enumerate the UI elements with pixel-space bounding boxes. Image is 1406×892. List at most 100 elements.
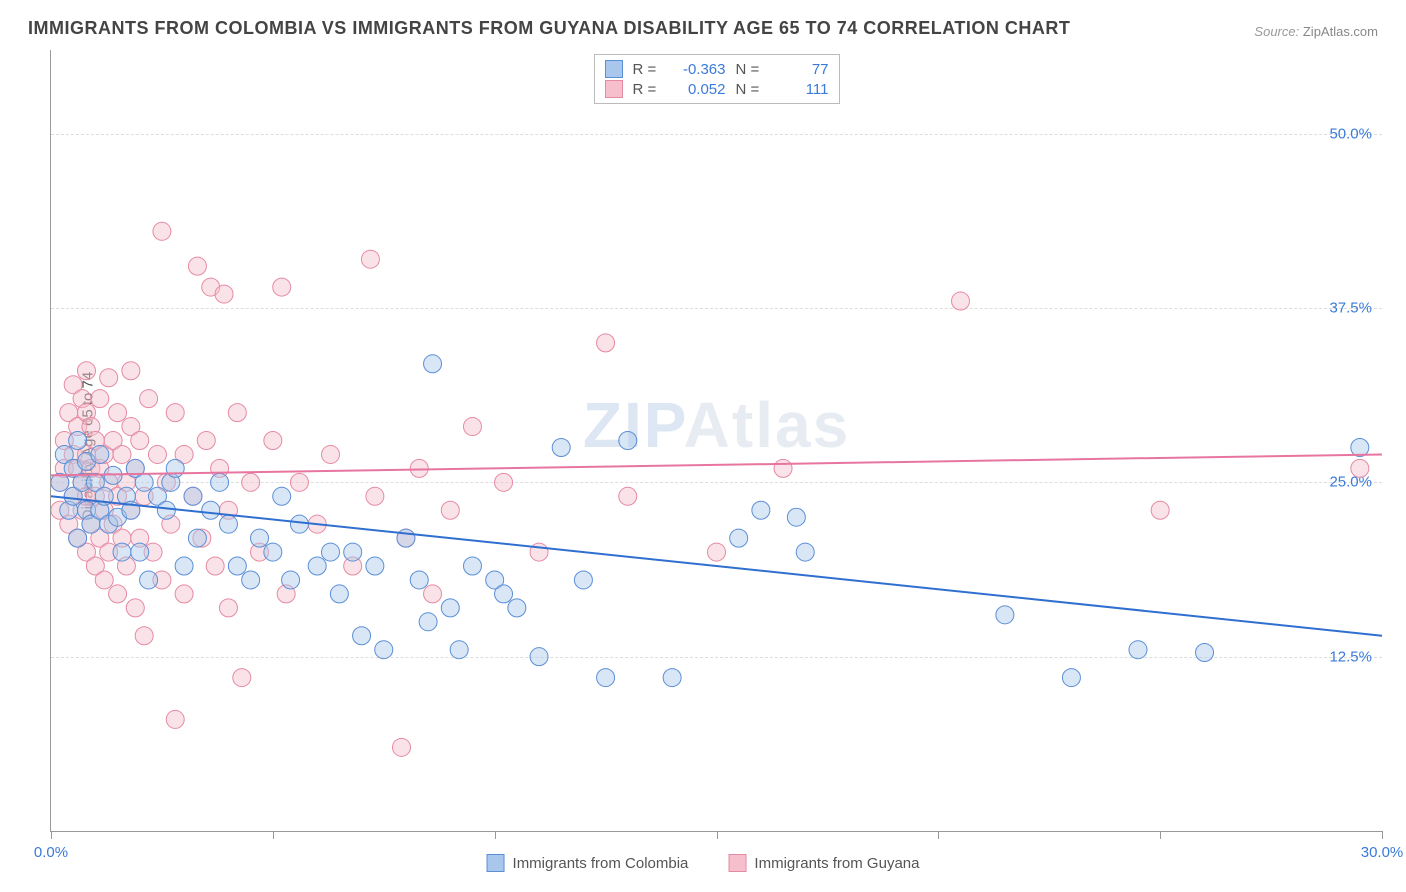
data-point [952, 292, 970, 310]
data-point [996, 606, 1014, 624]
data-point [206, 557, 224, 575]
xtick [938, 831, 939, 839]
data-point [419, 613, 437, 631]
data-point [264, 432, 282, 450]
data-point [219, 599, 237, 617]
data-point [774, 459, 792, 477]
data-point [197, 432, 215, 450]
data-point [273, 278, 291, 296]
legend-label-guyana: Immigrants from Guyana [754, 855, 919, 872]
scatter-svg [51, 50, 1382, 831]
data-point [308, 557, 326, 575]
data-point [366, 557, 384, 575]
xtick [1382, 831, 1383, 839]
swatch-colombia [605, 60, 623, 78]
data-point [166, 404, 184, 422]
data-point [166, 459, 184, 477]
n-value-colombia: 77 [774, 61, 829, 78]
data-point [619, 487, 637, 505]
chart-plot-area: ZIPAtlas R = -0.363 N = 77 R = 0.052 N =… [50, 50, 1382, 832]
data-point [69, 529, 87, 547]
data-point [330, 585, 348, 603]
data-point [1196, 643, 1214, 661]
data-point [219, 515, 237, 533]
legend-row-colombia: R = -0.363 N = 77 [605, 59, 829, 79]
data-point [495, 585, 513, 603]
xtick-label: 0.0% [34, 844, 68, 861]
data-point [113, 445, 131, 463]
data-point [450, 641, 468, 659]
data-point [508, 599, 526, 617]
data-point [597, 669, 615, 687]
data-point [166, 710, 184, 728]
r-value-guyana: 0.052 [671, 81, 726, 98]
correlation-legend: R = -0.363 N = 77 R = 0.052 N = 111 [594, 54, 840, 104]
data-point [574, 571, 592, 589]
data-point [463, 557, 481, 575]
data-point [1129, 641, 1147, 659]
data-point [153, 222, 171, 240]
data-point [441, 599, 459, 617]
swatch-colombia [487, 854, 505, 872]
xtick [273, 831, 274, 839]
data-point [619, 432, 637, 450]
source-value: ZipAtlas.com [1303, 24, 1378, 39]
data-point [366, 487, 384, 505]
source-attribution: Source: ZipAtlas.com [1254, 24, 1378, 39]
data-point [140, 571, 158, 589]
legend-item-guyana: Immigrants from Guyana [728, 854, 919, 872]
data-point [552, 438, 570, 456]
data-point [184, 487, 202, 505]
data-point [211, 473, 229, 491]
data-point [242, 473, 260, 491]
xtick [1160, 831, 1161, 839]
data-point [91, 445, 109, 463]
data-point [175, 557, 193, 575]
data-point [69, 432, 87, 450]
series-legend: Immigrants from Colombia Immigrants from… [487, 854, 920, 872]
swatch-guyana [728, 854, 746, 872]
xtick [51, 831, 52, 839]
data-point [135, 473, 153, 491]
swatch-guyana [605, 80, 623, 98]
data-point [663, 669, 681, 687]
xtick [495, 831, 496, 839]
data-point [148, 445, 166, 463]
data-point [424, 355, 442, 373]
trend-line [51, 496, 1382, 635]
data-point [95, 571, 113, 589]
data-point [495, 473, 513, 491]
data-point [1062, 669, 1080, 687]
data-point [273, 487, 291, 505]
data-point [215, 285, 233, 303]
data-point [353, 627, 371, 645]
data-point [131, 432, 149, 450]
data-point [290, 473, 308, 491]
data-point [1351, 459, 1369, 477]
n-label: N = [736, 81, 764, 98]
data-point [264, 543, 282, 561]
data-point [1151, 501, 1169, 519]
data-point [410, 459, 428, 477]
data-point [126, 599, 144, 617]
data-point [135, 627, 153, 645]
legend-item-colombia: Immigrants from Colombia [487, 854, 689, 872]
data-point [202, 501, 220, 519]
legend-row-guyana: R = 0.052 N = 111 [605, 79, 829, 99]
data-point [730, 529, 748, 547]
xtick [717, 831, 718, 839]
r-label: R = [633, 61, 661, 78]
n-value-guyana: 111 [774, 81, 829, 98]
data-point [344, 543, 362, 561]
data-point [708, 543, 726, 561]
data-point [228, 557, 246, 575]
data-point [375, 641, 393, 659]
data-point [322, 445, 340, 463]
data-point [157, 501, 175, 519]
data-point [122, 362, 140, 380]
n-label: N = [736, 61, 764, 78]
data-point [109, 585, 127, 603]
data-point [796, 543, 814, 561]
data-point [752, 501, 770, 519]
trend-line [51, 454, 1382, 475]
